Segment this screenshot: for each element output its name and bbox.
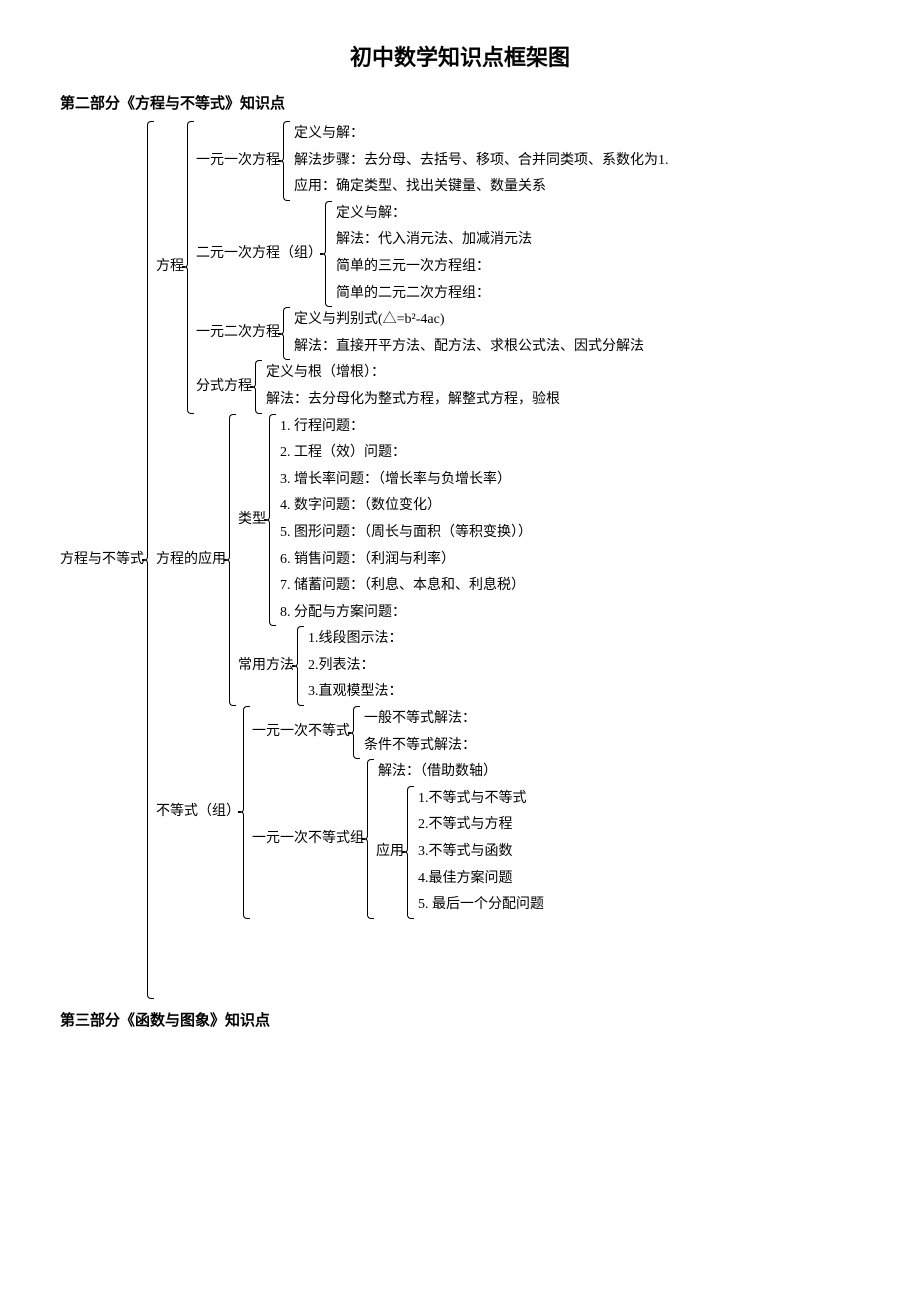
brace-icon (186, 121, 194, 414)
leaf: 4.最佳方案问题 (416, 866, 546, 893)
leaf: 3.不等式与函数 (416, 839, 546, 866)
leaf: 定义与判别式(△=b²-4ac) (292, 307, 646, 334)
brace-icon (146, 121, 154, 999)
leaf: 3.直观模型法： (306, 679, 405, 706)
leaf: 1.不等式与不等式 (416, 786, 546, 813)
b3-label: 不等式（组） (156, 799, 242, 826)
leaf: 7. 储蓄问题：（利息、本息和、利息税） (278, 573, 534, 600)
b3c2-label: 一元一次不等式组 (252, 826, 366, 853)
brace-icon (282, 307, 290, 360)
leaf: 2.不等式与方程 (416, 812, 546, 839)
leaf: 应用：确定类型、找出关键量、数量关系 (292, 174, 671, 201)
brace-icon (268, 414, 276, 627)
leaf: 定义与解： (334, 201, 534, 228)
leaf: 一般不等式解法： (362, 706, 478, 733)
leaf: 3. 增长率问题：（增长率与负增长率） (278, 467, 534, 494)
b1c1-label: 一元一次方程 (196, 148, 282, 175)
leaf: 解法：代入消元法、加减消元法 (334, 227, 534, 254)
b3c1-label: 一元一次不等式 (252, 719, 352, 746)
b2c2-label: 常用方法 (238, 653, 296, 680)
leaf: 5. 图形问题：（周长与面积（等积变换）） (278, 520, 534, 547)
brace-icon (228, 414, 236, 707)
leaf: 8. 分配与方案问题： (278, 600, 534, 627)
leaf: 4. 数字问题：（数位变化） (278, 493, 534, 520)
leaf: 1. 行程问题： (278, 414, 534, 441)
leaf: 解法：（借助数轴） (376, 759, 546, 786)
leaf: 2.列表法： (306, 653, 405, 680)
section-3-header: 第三部分《函数与图象》知识点 (60, 1009, 860, 1030)
leaf: 5. 最后一个分配问题 (416, 892, 546, 919)
leaf: 1.线段图示法： (306, 626, 405, 653)
brace-icon (282, 121, 290, 201)
leaf: 定义与解： (292, 121, 671, 148)
b1c2-label: 二元一次方程（组） (196, 241, 324, 268)
leaf: 简单的三元一次方程组： (334, 254, 534, 281)
leaf: 2. 工程（效）问题： (278, 440, 534, 467)
leaf: 解法步骤：去分母、去括号、移项、合并同类项、系数化为1. (292, 148, 671, 175)
section-2-header: 第二部分《方程与不等式》知识点 (60, 92, 860, 113)
brace-icon (296, 626, 304, 706)
brace-icon (352, 706, 360, 759)
page-title: 初中数学知识点框架图 (60, 40, 860, 72)
brace-icon (324, 201, 332, 307)
brace-icon (366, 759, 374, 919)
leaf: 条件不等式解法： (362, 733, 478, 760)
brace-icon (254, 360, 262, 413)
b2-label: 方程的应用 (156, 547, 228, 574)
leaf: 解法：去分母化为整式方程，解整式方程，验根 (264, 387, 562, 414)
b1c4-label: 分式方程 (196, 374, 254, 401)
leaf: 6. 销售问题：（利润与利率） (278, 547, 534, 574)
leaf: 定义与根（增根）： (264, 360, 562, 387)
spacer (156, 919, 671, 999)
b1c3-label: 一元二次方程 (196, 320, 282, 347)
brace-icon (406, 786, 414, 919)
root-label: 方程与不等式 (60, 547, 146, 574)
leaf: 简单的二元二次方程组： (334, 281, 534, 308)
leaf: 解法：直接开平方法、配方法、求根公式法、因式分解法 (292, 334, 646, 361)
tree-root: 方程与不等式 方程 一元一次方程 (60, 121, 860, 999)
brace-icon (242, 706, 250, 919)
